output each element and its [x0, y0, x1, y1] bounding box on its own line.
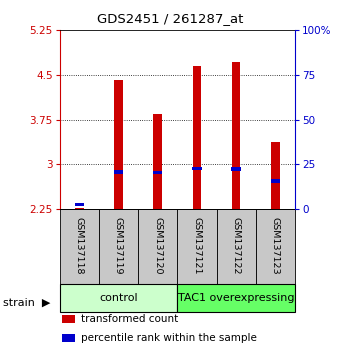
FancyBboxPatch shape [217, 209, 256, 284]
Bar [271, 142, 280, 209]
Text: TAC1 overexpressing: TAC1 overexpressing [178, 293, 294, 303]
Bar [193, 66, 201, 209]
Text: GDS2451 / 261287_at: GDS2451 / 261287_at [97, 12, 244, 25]
Text: GSM137123: GSM137123 [271, 217, 280, 274]
Bar [232, 167, 241, 171]
FancyBboxPatch shape [138, 209, 177, 284]
Text: transformed count: transformed count [81, 314, 178, 324]
Text: GSM137121: GSM137121 [192, 217, 202, 274]
FancyBboxPatch shape [99, 209, 138, 284]
Text: control: control [99, 293, 138, 303]
Bar [75, 208, 84, 209]
Bar [114, 80, 123, 209]
FancyBboxPatch shape [256, 209, 295, 284]
Bar [62, 334, 75, 342]
FancyBboxPatch shape [177, 209, 217, 284]
Bar [192, 167, 202, 170]
Text: GSM137118: GSM137118 [75, 217, 84, 274]
Bar [153, 114, 162, 209]
FancyBboxPatch shape [60, 284, 177, 312]
Bar [232, 62, 240, 209]
Bar [153, 171, 162, 174]
Text: percentile rank within the sample: percentile rank within the sample [81, 333, 257, 343]
Text: GSM137122: GSM137122 [232, 217, 241, 274]
FancyBboxPatch shape [60, 209, 99, 284]
Text: GSM137119: GSM137119 [114, 217, 123, 274]
Bar [114, 170, 123, 174]
Bar [62, 315, 75, 323]
FancyBboxPatch shape [177, 284, 295, 312]
Text: GSM137120: GSM137120 [153, 217, 162, 274]
Bar [75, 203, 84, 206]
Text: strain  ▶: strain ▶ [3, 298, 51, 308]
Bar [271, 179, 280, 183]
